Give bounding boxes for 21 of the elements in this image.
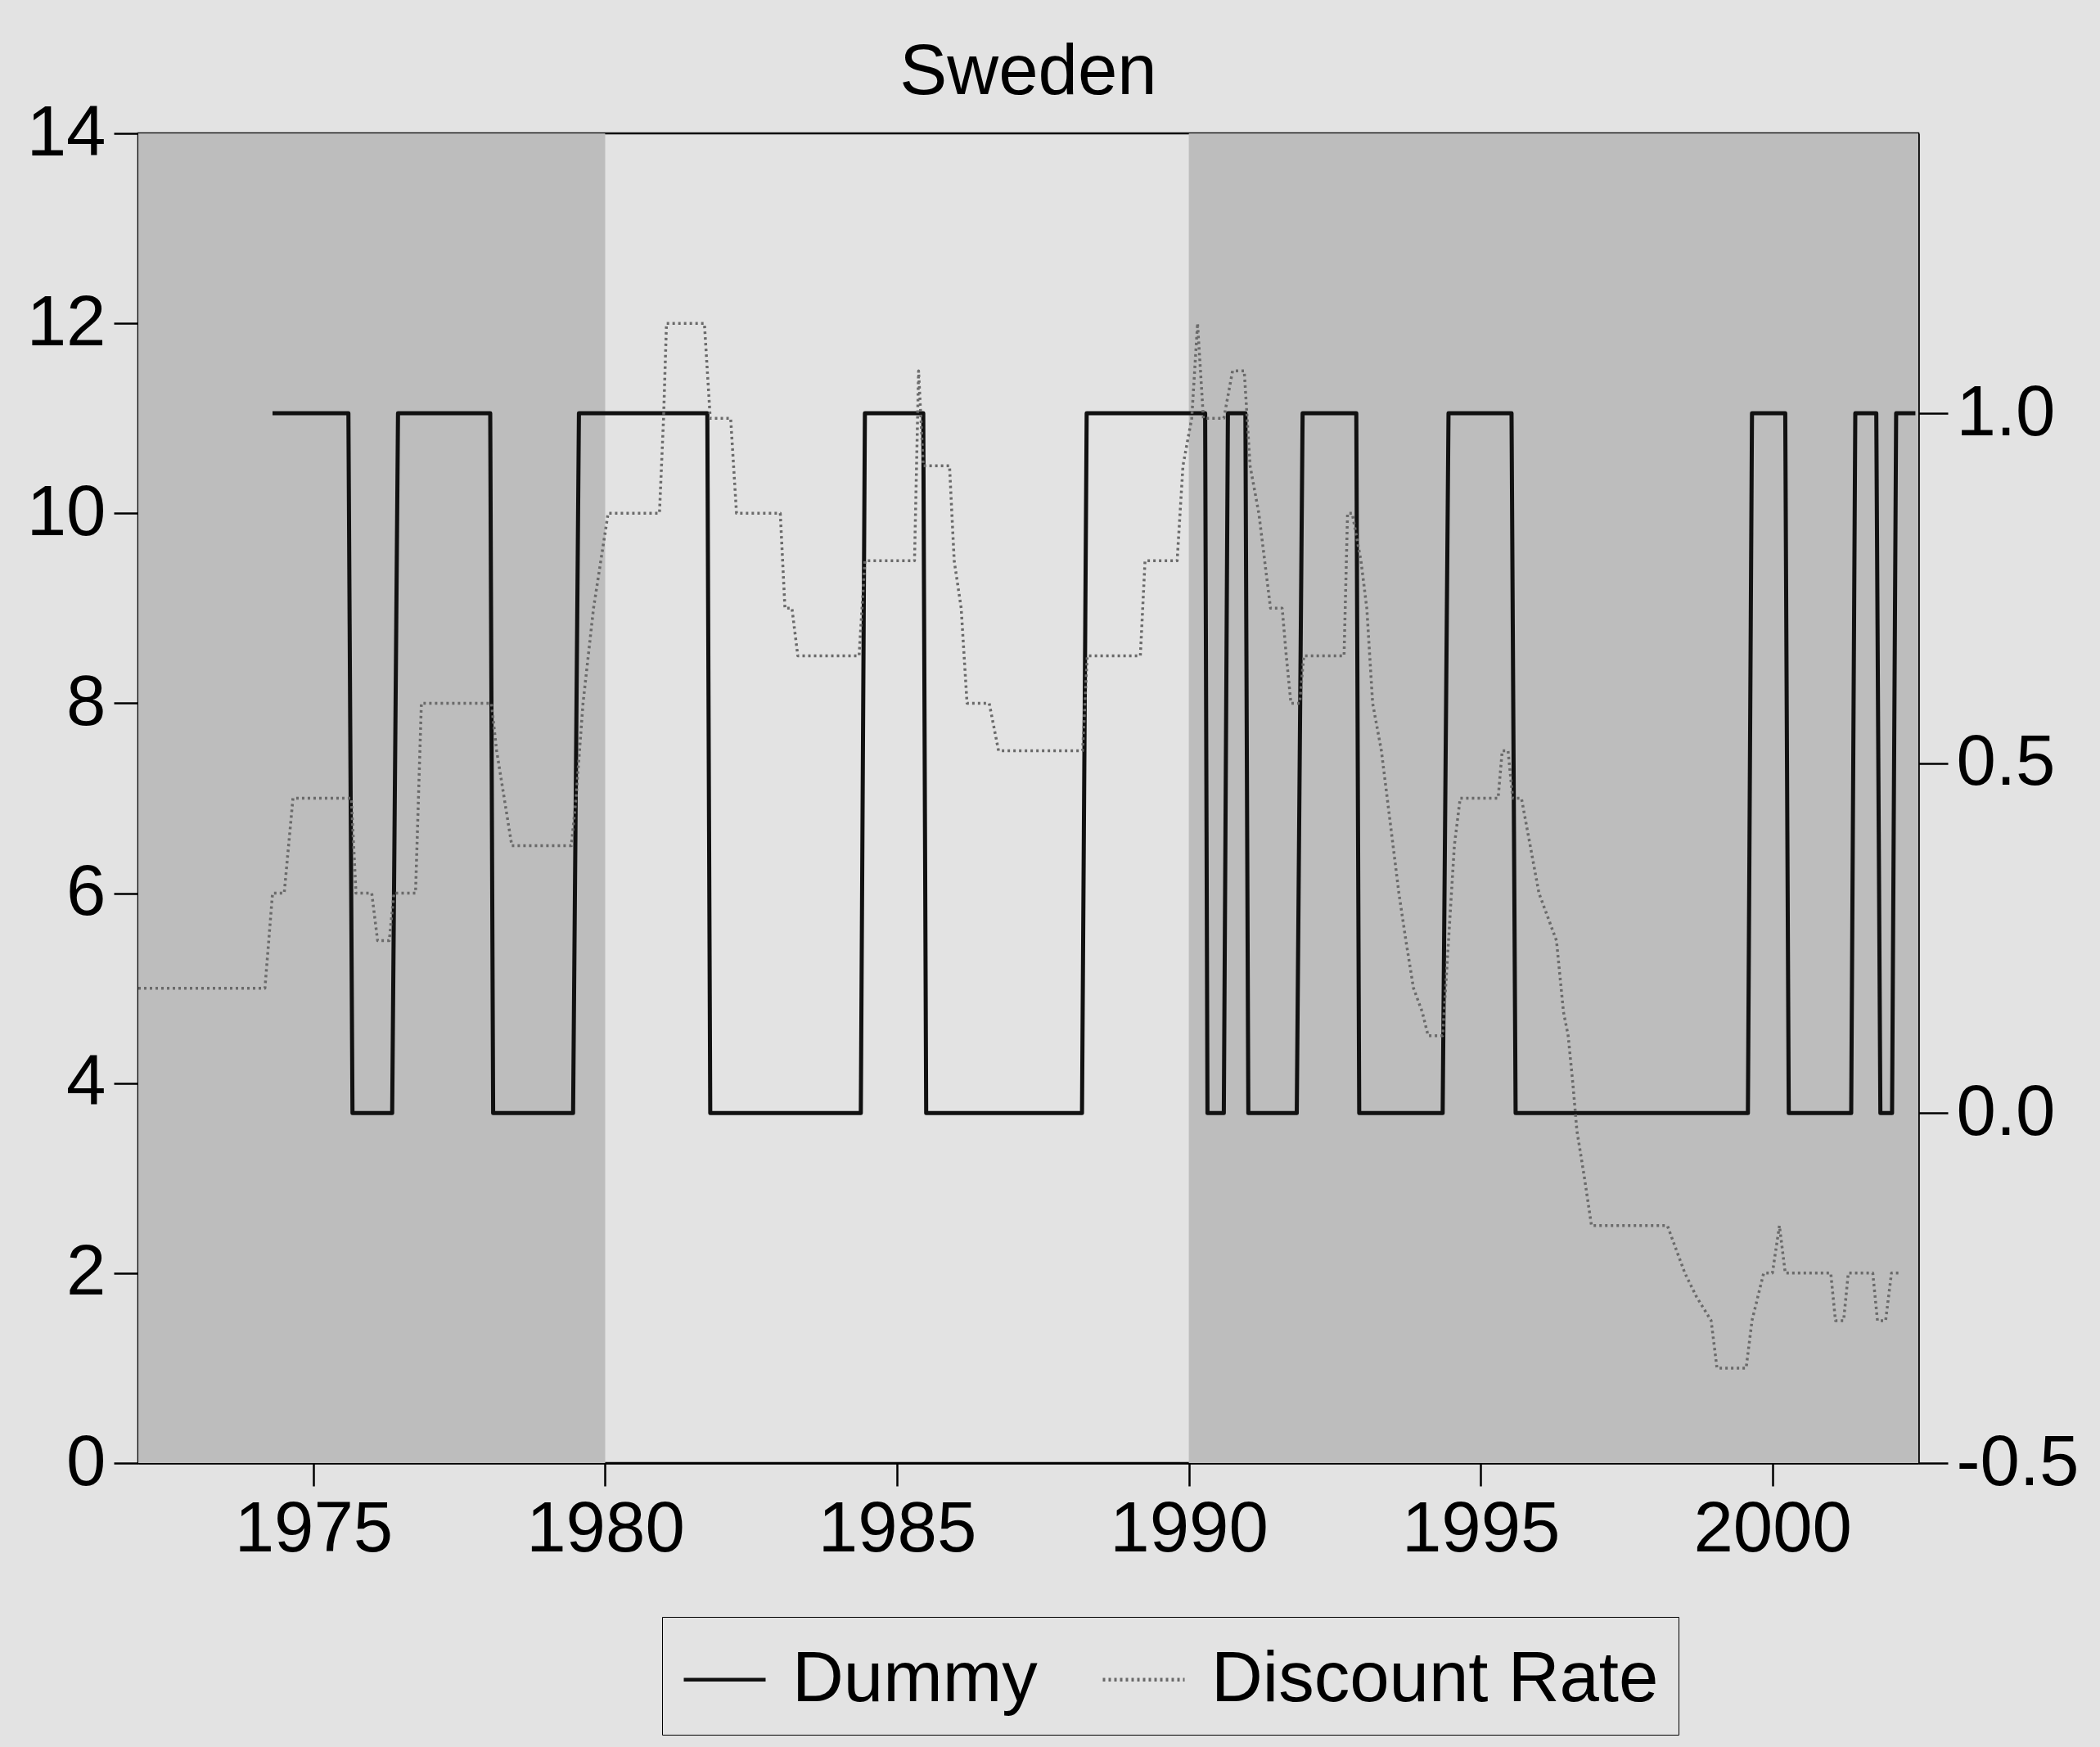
y2-tick-label: 0.5	[1956, 720, 2056, 800]
y2-tick-label: 1.0	[1956, 370, 2056, 450]
x-tick-label: 2000	[1693, 1486, 1852, 1566]
chart-title: Sweden	[899, 29, 1157, 109]
y-tick-label: 2	[66, 1230, 106, 1310]
x-tick-label: 1990	[1110, 1486, 1269, 1566]
y-tick-label: 14	[26, 90, 106, 170]
x-tick-label: 1975	[234, 1486, 394, 1566]
y2-tick-label: 0.0	[1956, 1069, 2056, 1150]
y2-tick-label: -0.5	[1956, 1420, 2080, 1500]
y-tick-label: 8	[66, 660, 106, 740]
y-tick-label: 6	[66, 850, 106, 930]
y-tick-label: 12	[26, 280, 106, 360]
legend-label: Discount Rate	[1211, 1636, 1659, 1716]
x-tick-label: 1985	[818, 1486, 977, 1566]
y-tick-label: 10	[26, 470, 106, 550]
x-tick-label: 1980	[526, 1486, 685, 1566]
y-tick-label: 0	[66, 1420, 106, 1500]
y-tick-label: 4	[66, 1040, 106, 1120]
legend-label: Dummy	[792, 1636, 1039, 1716]
x-tick-label: 1995	[1401, 1486, 1561, 1566]
